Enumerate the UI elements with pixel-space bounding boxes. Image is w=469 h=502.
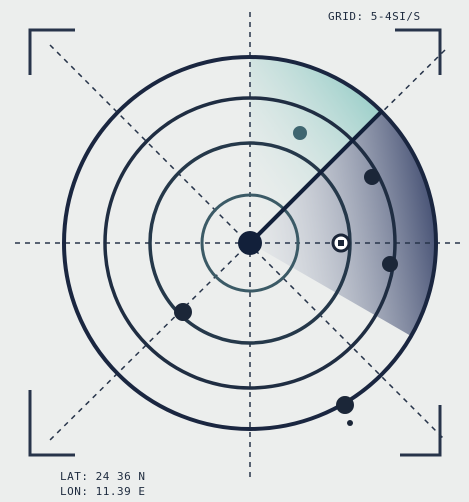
target-core bbox=[338, 240, 344, 246]
grid-label: GRID: 5-4SI/S bbox=[328, 10, 421, 23]
range-rings bbox=[62, 55, 438, 431]
blips bbox=[174, 126, 398, 426]
corner-brackets bbox=[28, 28, 442, 457]
longitude: LON: 11.39 E bbox=[60, 485, 146, 498]
center bbox=[238, 231, 262, 255]
sweep-line bbox=[248, 109, 384, 245]
latitude: LAT: 24 36 N bbox=[60, 470, 146, 483]
